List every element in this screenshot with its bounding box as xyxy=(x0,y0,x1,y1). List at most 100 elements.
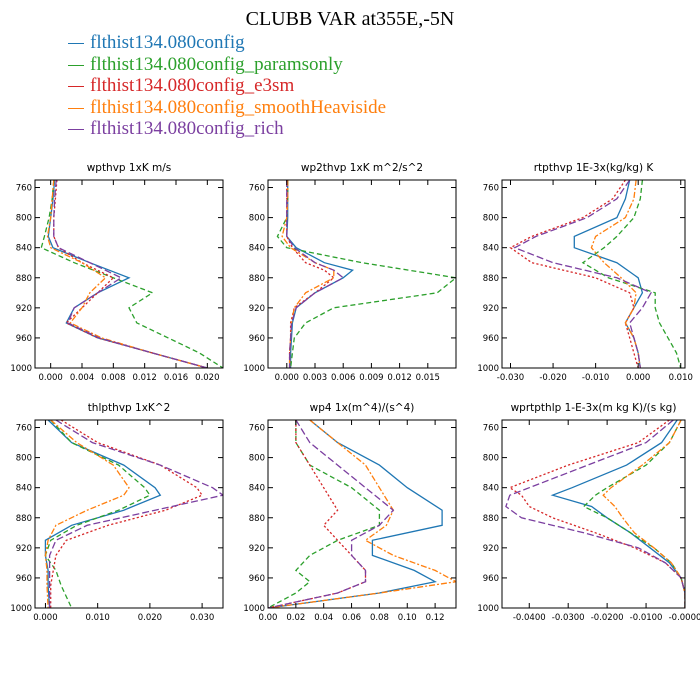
y-tick-label: 1000 xyxy=(243,604,265,614)
series-line-2 xyxy=(44,420,151,608)
y-tick-label: 880 xyxy=(16,514,32,524)
y-tick-label: 760 xyxy=(483,184,499,194)
x-tick-label: 0.015 xyxy=(416,373,440,383)
legend-line-marker xyxy=(68,107,84,109)
panel-title: wp4 1x(m^4)/(s^4) xyxy=(310,402,415,414)
x-tick-label: 0.008 xyxy=(101,373,125,383)
y-tick-label: 800 xyxy=(483,454,499,464)
legend-entry-2: flthist134.080config_paramsonly xyxy=(68,54,386,76)
x-tick-label: -0.010 xyxy=(582,373,609,383)
panel-5: wp4 1x(m^4)/(s^4) 760 800 840 880 920 960 1000 0… xyxy=(243,402,457,623)
series-line-3 xyxy=(509,180,639,368)
series-line-2 xyxy=(582,420,685,608)
x-tick-label: 0.012 xyxy=(387,373,411,383)
series-line-4 xyxy=(44,420,130,608)
x-tick-label: 0.004 xyxy=(70,373,94,383)
y-tick-label: 760 xyxy=(249,184,265,194)
y-tick-label: 920 xyxy=(249,304,265,314)
legend-line-marker xyxy=(68,43,84,45)
y-tick-label: 960 xyxy=(16,574,32,584)
panel-3: rtpthvp 1E-3x(kg/kg) K 760 800 840 880 920 960… xyxy=(477,162,693,383)
y-tick-label: 880 xyxy=(249,514,265,524)
series-line-5 xyxy=(505,420,685,608)
panel-2: wp2thvp 1xK m^2/s^2 760 800 840 880 920 960 100… xyxy=(243,162,457,383)
x-tick-label: 0.10 xyxy=(398,613,417,623)
series-line-5 xyxy=(268,420,395,608)
legend-label: flthist134.080config xyxy=(90,32,245,53)
x-tick-label: -0.030 xyxy=(497,373,524,383)
series-line-1 xyxy=(44,420,162,608)
panel-4: thlpthvp 1xK^2 760 800 840 880 920 960 10000.00… xyxy=(10,402,224,623)
panel-frame xyxy=(501,179,686,369)
x-tick-label: -0.0400 xyxy=(513,613,546,623)
y-tick-label: 880 xyxy=(249,274,265,284)
x-tick-label: 0.08 xyxy=(370,613,389,623)
series-line-1 xyxy=(573,180,644,368)
x-tick-label: 0.003 xyxy=(303,373,327,383)
y-tick-label: 1000 xyxy=(477,364,499,374)
y-tick-label: 960 xyxy=(483,574,499,584)
panel-frame xyxy=(501,419,686,609)
x-tick-label: -0.020 xyxy=(539,373,566,383)
panel-frame xyxy=(267,419,457,609)
y-tick-label: 960 xyxy=(483,334,499,344)
y-tick-label: 1000 xyxy=(10,364,32,374)
x-tick-label: 0.020 xyxy=(195,373,219,383)
y-tick-label: 1000 xyxy=(243,364,265,374)
series-line-3 xyxy=(53,180,208,368)
legend-entry-4: flthist134.080config_smoothHeaviside xyxy=(68,97,386,119)
series-line-5 xyxy=(286,180,345,368)
series-line-4 xyxy=(268,420,456,608)
y-tick-label: 840 xyxy=(16,244,32,254)
y-tick-label: 880 xyxy=(16,274,32,284)
legend-label: flthist134.080config_paramsonly xyxy=(90,53,343,75)
series-line-5 xyxy=(513,180,652,368)
x-tick-label: 0.04 xyxy=(314,613,333,623)
series-line-5 xyxy=(53,180,208,368)
x-tick-label: 0.000 xyxy=(275,373,299,383)
x-tick-label: 0.06 xyxy=(342,613,361,623)
y-tick-label: 840 xyxy=(483,484,499,494)
series-line-4 xyxy=(46,180,208,368)
x-tick-label: 0.009 xyxy=(359,373,383,383)
y-tick-label: 880 xyxy=(483,274,499,284)
series-line-2 xyxy=(581,180,682,368)
y-tick-label: 920 xyxy=(16,304,32,314)
y-tick-label: 960 xyxy=(249,574,265,584)
panel-title: wp2thvp 1xK m^2/s^2 xyxy=(301,162,423,174)
y-tick-label: 800 xyxy=(483,214,499,224)
y-tick-label: 920 xyxy=(16,544,32,554)
y-tick-label: 920 xyxy=(249,544,265,554)
panel-title: rtpthvp 1E-3x(kg/kg) K xyxy=(534,162,655,174)
legend-entry-3: flthist134.080config_e3sm xyxy=(68,75,386,97)
series-line-2 xyxy=(276,180,456,368)
legend-label: flthist134.080config_e3sm xyxy=(90,75,295,96)
x-tick-label: 0.006 xyxy=(331,373,355,383)
y-tick-label: 840 xyxy=(483,244,499,254)
x-tick-label: -0.0000 xyxy=(669,613,700,623)
y-tick-label: 760 xyxy=(249,424,265,434)
y-tick-label: 960 xyxy=(16,334,32,344)
series-line-4 xyxy=(602,420,685,608)
legend-label: flthist134.080config_smoothHeaviside xyxy=(90,96,387,118)
x-tick-label: 0.012 xyxy=(132,373,156,383)
y-tick-label: 840 xyxy=(249,484,265,494)
y-tick-label: 960 xyxy=(249,334,265,344)
legend: flthist134.080config flthist134.080confi… xyxy=(68,32,386,140)
y-tick-label: 920 xyxy=(483,544,499,554)
panel-6: wprtpthlp 1-E-3x(m kg K)/(s kg) 760 800 840… xyxy=(477,402,700,623)
x-tick-label: 0.12 xyxy=(426,613,445,623)
y-tick-label: 800 xyxy=(249,214,265,224)
x-tick-label: 0.010 xyxy=(85,613,109,623)
y-tick-label: 800 xyxy=(249,454,265,464)
legend-line-marker xyxy=(68,129,84,131)
y-tick-label: 840 xyxy=(249,244,265,254)
x-tick-label: 0.030 xyxy=(190,613,214,623)
y-tick-label: 760 xyxy=(16,424,32,434)
panel-title: thlpthvp 1xK^2 xyxy=(88,402,171,414)
x-tick-label: 0.016 xyxy=(164,373,188,383)
series-line-1 xyxy=(286,180,355,368)
x-tick-label: -0.0200 xyxy=(591,613,624,623)
series-line-1 xyxy=(47,180,208,368)
